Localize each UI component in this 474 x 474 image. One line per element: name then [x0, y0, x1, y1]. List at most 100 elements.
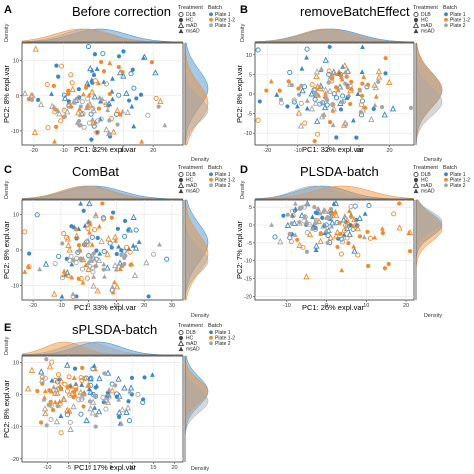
point-mad — [95, 408, 103, 415]
point-msad — [87, 221, 93, 227]
legend-batch-label: Plate 1-2 — [215, 18, 235, 24]
point-msad — [110, 284, 115, 289]
point-hc — [337, 220, 342, 225]
point-msad — [304, 54, 309, 60]
legend-batch-swatch — [444, 12, 448, 17]
point-msad — [178, 28, 184, 34]
legend-batch-swatch — [209, 172, 213, 177]
point-mad — [104, 264, 111, 271]
point-msad — [304, 98, 310, 103]
point-msad — [73, 226, 79, 231]
point-msad — [318, 231, 324, 236]
legend-treatment-label: HC — [186, 336, 194, 342]
point-msad — [130, 243, 136, 248]
point-mad — [177, 339, 185, 347]
point-mad — [42, 260, 50, 267]
point-hc — [358, 110, 363, 115]
point-hc — [343, 81, 348, 86]
point-msad — [316, 92, 322, 98]
legend-batch-label: Plate 1 — [450, 172, 466, 178]
legend-treatment-label: DLB — [186, 330, 196, 336]
y-tick-label: -5 — [247, 241, 252, 247]
panel-letter: E — [4, 322, 11, 334]
point-msad — [321, 207, 327, 212]
point-dlb — [331, 91, 337, 97]
point-mad — [28, 366, 36, 373]
top-density: Density — [4, 336, 184, 356]
point-msad — [361, 74, 367, 79]
point-hc — [60, 241, 65, 246]
density-curve-plate-1 — [21, 28, 184, 43]
point-msad — [319, 99, 325, 105]
point-dlb — [85, 43, 92, 50]
point-hc — [359, 93, 365, 98]
point-hc — [281, 213, 286, 218]
point-msad — [88, 252, 94, 258]
legend-treatment-label: msAD — [186, 189, 200, 195]
density-curve-plate-1 — [184, 42, 209, 146]
point-hc — [55, 404, 60, 409]
point-msad — [49, 377, 55, 383]
point-hc — [96, 106, 102, 111]
point-hc — [81, 208, 86, 213]
point-mad — [32, 45, 39, 52]
point-mad — [103, 126, 110, 133]
legend-treatment-label: mAD — [186, 183, 198, 189]
point-hc — [87, 399, 93, 404]
point-hc — [299, 83, 304, 88]
point-dlb — [48, 403, 54, 409]
point-msad — [113, 237, 118, 243]
point-hc — [44, 423, 49, 428]
point-hc — [285, 104, 290, 109]
point-hc — [113, 383, 118, 388]
point-hc — [29, 97, 35, 102]
point-hc — [72, 389, 77, 395]
point-msad — [101, 261, 107, 267]
point-mad — [37, 100, 45, 108]
point-dlb — [164, 256, 170, 262]
legend-treatment-label: msAD — [421, 189, 435, 195]
point-msad — [97, 94, 103, 100]
point-msad — [372, 102, 378, 108]
point-hc — [98, 59, 104, 65]
y-tick-label: 5 — [249, 72, 252, 78]
point-mad — [76, 246, 83, 253]
point-dlb — [309, 82, 315, 88]
point-hc — [121, 49, 126, 54]
point-dlb — [341, 99, 347, 105]
y-tick-label: 10 — [246, 53, 252, 59]
point-mad — [51, 290, 58, 297]
point-msad — [86, 383, 92, 388]
density-axis-label: Density — [191, 313, 210, 319]
point-msad — [102, 273, 107, 279]
point-mad — [89, 88, 96, 95]
point-msad — [49, 91, 54, 96]
point-mad — [87, 375, 94, 382]
point-mad — [343, 225, 351, 232]
point-dlb — [48, 417, 54, 423]
point-mad — [90, 398, 97, 405]
point-mad — [109, 387, 116, 394]
point-mad — [308, 90, 315, 97]
density-curve-plate-2 — [254, 28, 415, 43]
point-mad — [344, 67, 351, 74]
point-msad — [294, 103, 300, 109]
point-dlb — [287, 69, 293, 75]
point-msad — [106, 386, 112, 392]
point-msad — [77, 106, 83, 111]
point-hc — [325, 240, 330, 245]
legend-batch-title: Batch — [208, 5, 222, 11]
x-tick-label: -20 — [29, 303, 37, 309]
point-mad — [94, 287, 101, 294]
point-mad — [123, 89, 130, 97]
plot-area — [21, 42, 184, 146]
legend-treatment-label: DLB — [186, 172, 196, 178]
density-axis-label: Density — [424, 157, 443, 163]
point-hc — [107, 118, 112, 123]
point-hc — [54, 63, 59, 68]
point-hc — [77, 123, 82, 128]
point-cloud — [22, 199, 170, 299]
point-dlb — [100, 51, 106, 57]
point-dlb — [86, 120, 93, 126]
